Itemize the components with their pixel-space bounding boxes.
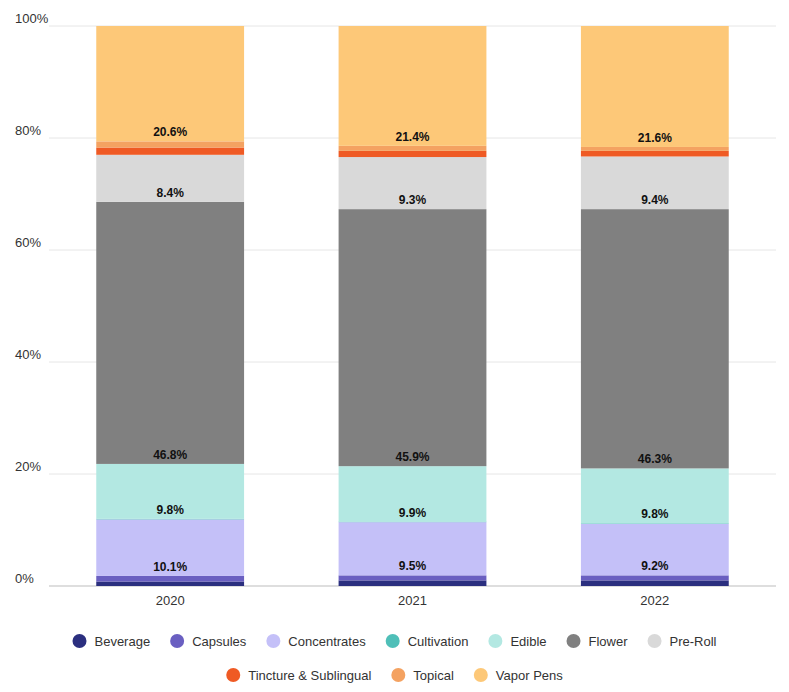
legend-swatch: [266, 634, 280, 648]
legend-swatch: [488, 634, 502, 648]
bar-segment: [581, 209, 729, 468]
bar-segment: [339, 575, 487, 580]
bar-segment: [96, 464, 244, 519]
bar-segment: [581, 147, 729, 151]
legend-label: Concentrates: [288, 634, 366, 649]
data-label: 21.4%: [395, 130, 429, 144]
y-tick-label: 0%: [15, 571, 34, 586]
legend-item: Cultivation: [386, 634, 469, 649]
y-axis-line: [49, 26, 50, 586]
bar-segment: [96, 155, 244, 202]
bars: [96, 26, 728, 586]
chart: 0% 20% 40% 60% 80% 100% 10.1% 9.8% 46.8% 8.4% 20.6…: [0, 0, 789, 692]
legend: Beverage Capsules Concentrates Cultivation E…: [72, 634, 716, 683]
data-label: 9.8%: [156, 503, 184, 517]
data-labels: 10.1% 9.8% 46.8% 8.4% 20.6% 9.5% 9.9% 45.9% 9.3%…: [153, 125, 672, 574]
bar-segment: [339, 146, 487, 151]
grid: [49, 26, 776, 586]
legend-swatch: [386, 634, 400, 648]
legend-item: Topical: [391, 668, 454, 683]
bar-segment: [581, 524, 729, 576]
bar-segment: [339, 522, 487, 575]
legend-swatch: [567, 634, 581, 648]
y-tick-label: 40%: [15, 347, 41, 362]
bar-segment: [96, 26, 244, 141]
data-label: 9.8%: [641, 507, 669, 521]
data-label: 9.4%: [641, 193, 669, 207]
legend-swatch: [648, 634, 662, 648]
legend-item: Concentrates: [266, 634, 366, 649]
bar-segment: [339, 157, 487, 209]
data-label: 21.6%: [638, 131, 672, 145]
legend-label: Capsules: [192, 634, 247, 649]
bar-segment: [96, 576, 244, 582]
y-tick-label: 80%: [15, 123, 41, 138]
y-tick-label: 20%: [15, 459, 41, 474]
legend-label: Tincture & Sublingual: [248, 668, 371, 683]
legend-item: Pre-Roll: [648, 634, 717, 649]
data-label: 9.3%: [399, 193, 427, 207]
bar-segment: [96, 141, 244, 147]
bar-segment: [96, 202, 244, 464]
bar-segment: [339, 26, 487, 146]
legend-swatch: [226, 668, 240, 682]
legend-swatch: [72, 634, 86, 648]
legend-item: Capsules: [170, 634, 247, 649]
x-tick-label: 2021: [398, 593, 427, 608]
y-tick-label: 60%: [15, 235, 41, 250]
data-label: 20.6%: [153, 125, 187, 139]
bar-segment: [96, 519, 244, 576]
x-tick-label: 2022: [640, 593, 669, 608]
bar-segment: [96, 148, 244, 155]
data-label: 46.8%: [153, 448, 187, 462]
bar-segment: [339, 209, 487, 466]
legend-label: Flower: [589, 634, 629, 649]
legend-swatch: [391, 668, 405, 682]
bar-segment: [339, 151, 487, 157]
bar-segment: [581, 151, 729, 157]
data-label: 9.5%: [399, 559, 427, 573]
data-label: 10.1%: [153, 560, 187, 574]
legend-item: Edible: [488, 634, 546, 649]
bar-segment: [581, 156, 729, 209]
bar-segment: [581, 575, 729, 580]
legend-item: Tincture & Sublingual: [226, 668, 371, 683]
data-label: 8.4%: [156, 186, 184, 200]
data-label: 9.2%: [641, 559, 669, 573]
y-tick-label: 100%: [15, 11, 49, 26]
bar-segment: [339, 466, 487, 521]
legend-label: Cultivation: [408, 634, 469, 649]
x-tick-label: 2020: [156, 593, 185, 608]
legend-label: Beverage: [94, 634, 150, 649]
legend-label: Vapor Pens: [496, 668, 563, 683]
legend-item: Beverage: [72, 634, 150, 649]
legend-item: Flower: [567, 634, 629, 649]
legend-label: Edible: [510, 634, 546, 649]
legend-label: Pre-Roll: [670, 634, 717, 649]
bar-segment: [581, 26, 729, 147]
legend-swatch: [170, 634, 184, 648]
legend-item: Vapor Pens: [474, 668, 563, 683]
legend-label: Topical: [413, 668, 454, 683]
data-label: 45.9%: [395, 450, 429, 464]
data-label: 9.9%: [399, 506, 427, 520]
bar-segment: [581, 580, 729, 586]
legend-swatch: [474, 668, 488, 682]
bar-segment: [339, 580, 487, 586]
bar-segment: [581, 468, 729, 523]
data-label: 46.3%: [638, 452, 672, 466]
bar-segment: [96, 582, 244, 586]
